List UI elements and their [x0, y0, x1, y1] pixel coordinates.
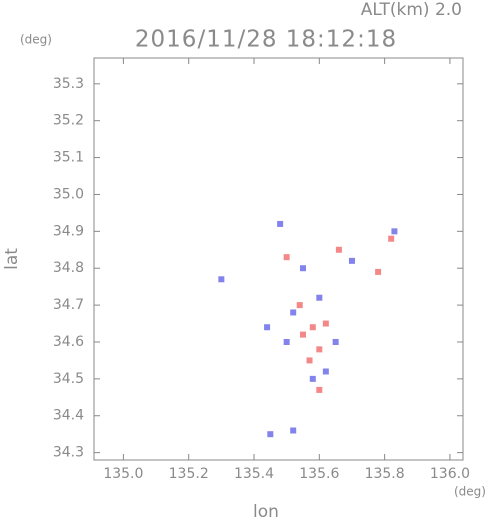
y-tick-label: 35.1	[53, 150, 84, 166]
echo-cell	[296, 302, 303, 309]
echo-cell	[309, 375, 316, 382]
echo-cell	[322, 368, 329, 375]
echo-cell	[299, 331, 306, 338]
x-axis-label: lon	[253, 502, 279, 521]
x-tick-label: 135.2	[169, 466, 209, 482]
echo-cell	[332, 338, 339, 345]
x-tick-label: 135.6	[299, 466, 339, 482]
y-tick-label: 34.8	[53, 260, 84, 276]
plot-frame	[93, 57, 464, 461]
echo-cell	[306, 357, 313, 364]
x-tick-label: 135.0	[103, 466, 143, 482]
echo-cell	[335, 246, 342, 253]
echo-cell	[375, 268, 382, 275]
y-tick-label: 34.6	[53, 334, 84, 350]
y-tick-label: 34.4	[53, 408, 84, 424]
y-axis-label: lat	[2, 248, 22, 270]
y-tick-label: 34.5	[53, 371, 84, 387]
y-tick-label: 35.0	[53, 186, 84, 202]
chart-title: 2016/11/28 18:12:18	[135, 27, 397, 53]
echo-cell	[309, 324, 316, 331]
echo-cell	[391, 228, 398, 235]
echo-cell	[316, 386, 323, 393]
echo-cell	[264, 324, 271, 331]
x-tick-label: 135.4	[234, 466, 274, 482]
echo-cell	[316, 294, 323, 301]
echo-cell	[267, 431, 274, 438]
y-unit: (deg)	[20, 33, 52, 47]
x-tick-label: 136.0	[430, 466, 470, 482]
x-unit: (deg)	[454, 485, 486, 499]
echo-cell	[299, 265, 306, 272]
echo-cell	[277, 220, 284, 227]
echo-cell	[283, 338, 290, 345]
echo-cell	[388, 235, 395, 242]
echo-cell	[290, 427, 297, 434]
y-tick-label: 34.3	[53, 445, 84, 461]
x-tick-label: 135.8	[365, 466, 405, 482]
y-tick-label: 34.7	[53, 297, 84, 313]
echo-cell	[322, 320, 329, 327]
echo-cell	[348, 257, 355, 264]
y-tick-label: 35.3	[53, 76, 84, 92]
y-tick-label: 34.9	[53, 223, 84, 239]
echo-cell	[316, 346, 323, 353]
y-tick-label: 35.2	[53, 113, 84, 129]
echo-cell	[290, 309, 297, 316]
echo-cell	[283, 254, 290, 261]
echo-cell	[218, 276, 225, 283]
subtitle: ALT(km) 2.0	[361, 0, 462, 20]
